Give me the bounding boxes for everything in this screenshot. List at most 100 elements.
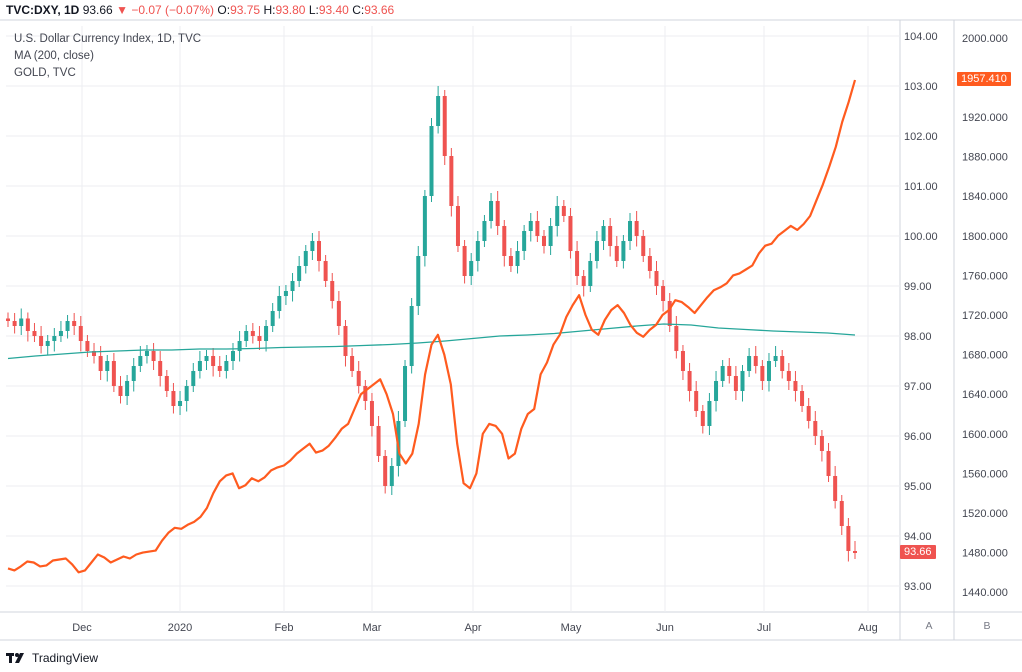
candle[interactable] bbox=[171, 391, 176, 406]
candle[interactable] bbox=[409, 306, 414, 366]
auto-scale-button-a[interactable]: A bbox=[925, 620, 933, 632]
candle[interactable] bbox=[290, 281, 295, 291]
candle[interactable] bbox=[317, 241, 322, 261]
candle[interactable] bbox=[760, 366, 765, 381]
candle[interactable] bbox=[621, 241, 626, 261]
candle[interactable] bbox=[714, 381, 719, 401]
auto-scale-button-b[interactable]: B bbox=[983, 620, 991, 632]
candle[interactable] bbox=[628, 221, 633, 241]
candle[interactable] bbox=[694, 391, 699, 411]
candle[interactable] bbox=[85, 341, 90, 351]
candle[interactable] bbox=[204, 356, 209, 361]
candle[interactable] bbox=[839, 501, 844, 526]
candle[interactable] bbox=[224, 361, 229, 371]
candle[interactable] bbox=[853, 551, 857, 553]
candle[interactable] bbox=[323, 261, 328, 281]
candle[interactable] bbox=[826, 451, 831, 476]
candle[interactable] bbox=[356, 371, 361, 386]
candle[interactable] bbox=[230, 351, 235, 361]
candle[interactable] bbox=[178, 401, 183, 406]
candle[interactable] bbox=[455, 206, 460, 246]
candle[interactable] bbox=[257, 336, 262, 341]
candle[interactable] bbox=[786, 371, 791, 381]
candle[interactable] bbox=[92, 351, 97, 356]
candle[interactable] bbox=[674, 326, 679, 351]
candle[interactable] bbox=[740, 371, 745, 391]
candle[interactable] bbox=[383, 456, 388, 486]
candle[interactable] bbox=[283, 291, 288, 296]
candle[interactable] bbox=[601, 226, 606, 241]
candle[interactable] bbox=[819, 436, 824, 451]
candle[interactable] bbox=[297, 266, 302, 281]
candle[interactable] bbox=[45, 341, 50, 346]
candle[interactable] bbox=[422, 196, 427, 256]
candle[interactable] bbox=[118, 386, 123, 396]
candle[interactable] bbox=[482, 221, 487, 241]
candle[interactable] bbox=[475, 241, 480, 261]
candle[interactable] bbox=[19, 318, 24, 327]
candle[interactable] bbox=[78, 326, 83, 341]
candle[interactable] bbox=[184, 386, 189, 401]
candle[interactable] bbox=[138, 356, 143, 366]
candle[interactable] bbox=[541, 236, 546, 246]
brand-name[interactable]: TradingView bbox=[32, 651, 99, 665]
candle[interactable] bbox=[244, 331, 249, 341]
candle[interactable] bbox=[310, 241, 315, 251]
candle[interactable] bbox=[270, 311, 275, 326]
candle[interactable] bbox=[508, 256, 513, 266]
gold-price-line[interactable] bbox=[7, 79, 857, 574]
candle[interactable] bbox=[32, 331, 37, 336]
candle[interactable] bbox=[568, 216, 573, 251]
candle[interactable] bbox=[237, 341, 242, 351]
candle[interactable] bbox=[548, 226, 553, 246]
legend-dxy[interactable]: U.S. Dollar Currency Index, 1D, TVC bbox=[14, 33, 202, 45]
candle[interactable] bbox=[65, 321, 70, 331]
candle[interactable] bbox=[191, 371, 196, 386]
candle[interactable] bbox=[363, 386, 368, 401]
candle[interactable] bbox=[125, 381, 130, 396]
candle[interactable] bbox=[555, 206, 560, 226]
candle[interactable] bbox=[594, 241, 599, 261]
candle[interactable] bbox=[264, 326, 269, 341]
candle[interactable] bbox=[442, 96, 447, 156]
candle[interactable] bbox=[350, 356, 355, 371]
candle[interactable] bbox=[515, 251, 520, 266]
candle[interactable] bbox=[766, 361, 771, 381]
candle[interactable] bbox=[105, 361, 110, 371]
candle[interactable] bbox=[733, 376, 738, 391]
candle[interactable] bbox=[250, 331, 255, 336]
candle[interactable] bbox=[495, 201, 500, 226]
candle[interactable] bbox=[780, 356, 785, 371]
candle[interactable] bbox=[846, 526, 851, 551]
candle[interactable] bbox=[800, 391, 805, 406]
candle[interactable] bbox=[403, 366, 408, 421]
candle[interactable] bbox=[376, 426, 381, 456]
candle[interactable] bbox=[25, 318, 30, 332]
candle[interactable] bbox=[211, 356, 216, 366]
candle[interactable] bbox=[469, 261, 474, 276]
candle[interactable] bbox=[634, 221, 639, 236]
candle[interactable] bbox=[707, 401, 712, 426]
candle[interactable] bbox=[806, 406, 811, 421]
candle[interactable] bbox=[429, 126, 434, 196]
candle[interactable] bbox=[535, 221, 540, 236]
candle[interactable] bbox=[687, 371, 692, 391]
legend-ma[interactable]: MA (200, close) bbox=[14, 50, 94, 62]
candle[interactable] bbox=[12, 321, 17, 326]
candle[interactable] bbox=[98, 356, 103, 371]
candle[interactable] bbox=[144, 351, 149, 356]
symbol-name[interactable]: TVC:DXY, 1D bbox=[6, 3, 80, 17]
candle[interactable] bbox=[575, 251, 580, 276]
candle[interactable] bbox=[416, 256, 421, 306]
candle[interactable] bbox=[58, 331, 63, 336]
candle[interactable] bbox=[561, 206, 566, 216]
candle[interactable] bbox=[164, 376, 169, 391]
candle[interactable] bbox=[720, 366, 725, 381]
candle[interactable] bbox=[753, 356, 758, 366]
candle[interactable] bbox=[343, 326, 348, 356]
candle[interactable] bbox=[793, 381, 798, 391]
legend-gold[interactable]: GOLD, TVC bbox=[14, 67, 76, 79]
candle[interactable] bbox=[277, 296, 282, 311]
candle[interactable] bbox=[52, 336, 57, 341]
candle[interactable] bbox=[773, 356, 778, 361]
